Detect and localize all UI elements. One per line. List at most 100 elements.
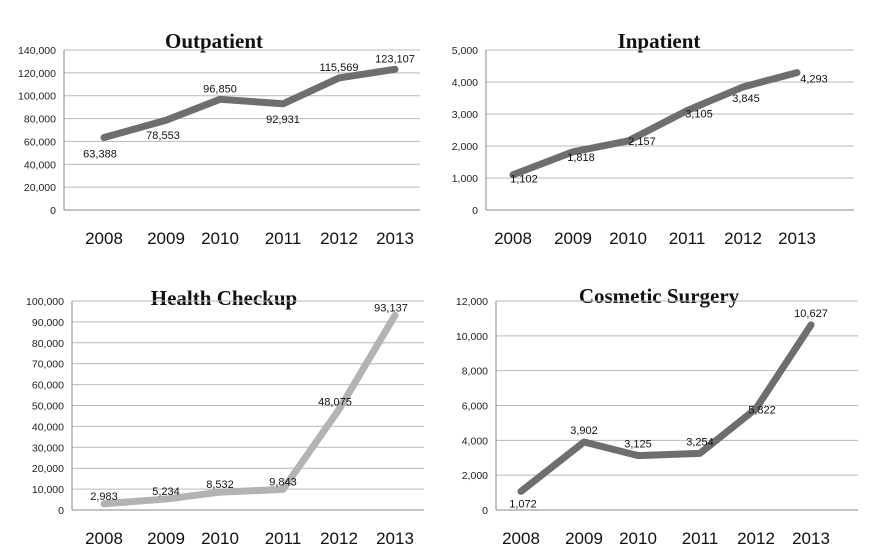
y-tick-label: 6,000 bbox=[462, 401, 488, 413]
x-tick-label: 2008 bbox=[85, 529, 123, 548]
x-tick-label: 2011 bbox=[265, 529, 302, 548]
cosmetic-surgery-svg: Cosmetic Surgery 0 2,000 4,000 6,000 8,000 10,… bbox=[456, 284, 858, 548]
data-point bbox=[808, 321, 814, 328]
data-label: 92,931 bbox=[266, 114, 300, 126]
data-label: 123,107 bbox=[375, 53, 415, 65]
health-checkup-svg: Health Checkup 0 10,000 20,000 30,000 40,000 5… bbox=[26, 286, 424, 548]
y-tick-label: 8,000 bbox=[462, 366, 488, 378]
health-checkup-title: Health Checkup bbox=[151, 286, 297, 310]
x-tick-label: 2013 bbox=[792, 529, 830, 548]
data-label: 3,105 bbox=[685, 109, 713, 121]
outpatient-title: Outpatient bbox=[165, 29, 263, 53]
y-tick-label: 20,000 bbox=[32, 463, 64, 475]
x-tick-label: 2013 bbox=[778, 229, 816, 248]
y-tick-label: 10,000 bbox=[32, 484, 64, 496]
outpatient-series-line bbox=[100, 65, 399, 142]
y-tick-label: 20,000 bbox=[24, 182, 56, 194]
inpatient-svg: Inpatient 0 1,000 2,000 3,000 4,000 5,000 2008 2… bbox=[452, 29, 854, 248]
health-checkup-chart: Health Checkup 0 10,000 20,000 30,000 40,000 5… bbox=[0, 276, 434, 551]
x-tick-label: 2011 bbox=[265, 229, 302, 248]
x-tick-label: 2011 bbox=[669, 229, 706, 248]
x-tick-label: 2010 bbox=[201, 229, 239, 248]
data-point bbox=[697, 450, 703, 457]
y-tick-label: 40,000 bbox=[24, 159, 56, 171]
y-tick-label: 0 bbox=[482, 505, 488, 517]
data-label: 4,293 bbox=[800, 74, 828, 86]
data-point bbox=[684, 107, 690, 114]
y-tick-label: 2,000 bbox=[462, 470, 488, 482]
data-point bbox=[794, 69, 800, 76]
x-tick-label: 2010 bbox=[619, 529, 657, 548]
y-tick-label: 4,000 bbox=[462, 435, 488, 447]
data-point bbox=[518, 488, 524, 495]
x-tick-label: 2010 bbox=[609, 229, 647, 248]
outpatient-svg: Outpatient 0 20,000 40,000 60,000 80,000 100,0… bbox=[18, 29, 420, 248]
data-label: 96,850 bbox=[203, 83, 237, 95]
data-point bbox=[163, 496, 169, 503]
x-tick-label: 2008 bbox=[494, 229, 532, 248]
y-tick-label: 100,000 bbox=[18, 91, 56, 103]
inpatient-title: Inpatient bbox=[618, 29, 701, 53]
data-point bbox=[217, 96, 223, 103]
data-point bbox=[101, 500, 107, 507]
data-label: 2,157 bbox=[628, 136, 656, 148]
y-tick-label: 80,000 bbox=[24, 114, 56, 126]
data-label: 5,822 bbox=[748, 405, 776, 417]
inpatient-series-line bbox=[509, 69, 801, 179]
data-label: 1,072 bbox=[509, 498, 537, 510]
data-point bbox=[280, 486, 286, 493]
data-point bbox=[392, 312, 398, 319]
data-point bbox=[163, 117, 169, 124]
data-label: 2,983 bbox=[90, 491, 118, 503]
data-point bbox=[336, 406, 342, 413]
data-point bbox=[336, 74, 342, 81]
y-tick-label: 80,000 bbox=[32, 338, 64, 350]
data-point bbox=[510, 171, 516, 178]
x-tick-label: 2011 bbox=[682, 529, 719, 548]
y-tick-label: 100,000 bbox=[26, 296, 64, 308]
x-tick-label: 2010 bbox=[201, 529, 239, 548]
y-tick-label: 2,000 bbox=[452, 141, 478, 153]
data-label: 3,254 bbox=[686, 436, 714, 448]
y-tick-label: 10,000 bbox=[456, 331, 488, 343]
data-label: 63,388 bbox=[83, 149, 117, 161]
health-checkup-series-line bbox=[100, 311, 399, 508]
x-tick-label: 2013 bbox=[376, 529, 414, 548]
cosmetic-surgery-title: Cosmetic Surgery bbox=[579, 284, 740, 308]
data-point bbox=[740, 83, 746, 90]
x-tick-label: 2009 bbox=[147, 529, 185, 548]
cosmetic-surgery-series-line bbox=[517, 321, 815, 495]
y-tick-label: 70,000 bbox=[32, 359, 64, 371]
y-tick-label: 30,000 bbox=[32, 442, 64, 454]
data-label: 5,234 bbox=[152, 486, 180, 498]
y-tick-label: 90,000 bbox=[32, 317, 64, 329]
x-tick-label: 2012 bbox=[737, 529, 775, 548]
data-label: 3,125 bbox=[624, 439, 652, 451]
y-tick-label: 120,000 bbox=[18, 68, 56, 80]
y-tick-label: 4,000 bbox=[452, 77, 478, 89]
y-tick-label: 60,000 bbox=[24, 136, 56, 148]
data-point bbox=[280, 100, 286, 107]
data-label: 3,845 bbox=[732, 93, 760, 105]
y-tick-label: 12,000 bbox=[456, 296, 488, 308]
data-label: 115,569 bbox=[320, 62, 359, 74]
data-point bbox=[753, 405, 759, 412]
y-tick-label: 0 bbox=[50, 205, 56, 217]
x-tick-label: 2012 bbox=[320, 229, 358, 248]
data-point bbox=[570, 148, 576, 155]
x-tick-label: 2009 bbox=[565, 529, 603, 548]
x-tick-label: 2013 bbox=[376, 229, 414, 248]
inpatient-chart: Inpatient 0 1,000 2,000 3,000 4,000 5,000 2008 2… bbox=[434, 0, 868, 275]
data-point bbox=[217, 489, 223, 496]
y-tick-label: 0 bbox=[472, 205, 478, 217]
data-label: 93,137 bbox=[374, 302, 408, 314]
y-tick-label: 140,000 bbox=[18, 45, 56, 57]
y-tick-label: 1,000 bbox=[452, 173, 478, 185]
y-tick-label: 0 bbox=[58, 505, 64, 517]
data-label: 78,553 bbox=[146, 130, 180, 142]
data-point bbox=[581, 439, 587, 446]
x-tick-label: 2008 bbox=[85, 229, 123, 248]
outpatient-chart: Outpatient 0 20,000 40,000 60,000 80,000 100,0… bbox=[0, 0, 434, 275]
data-label: 48,075 bbox=[318, 397, 352, 409]
